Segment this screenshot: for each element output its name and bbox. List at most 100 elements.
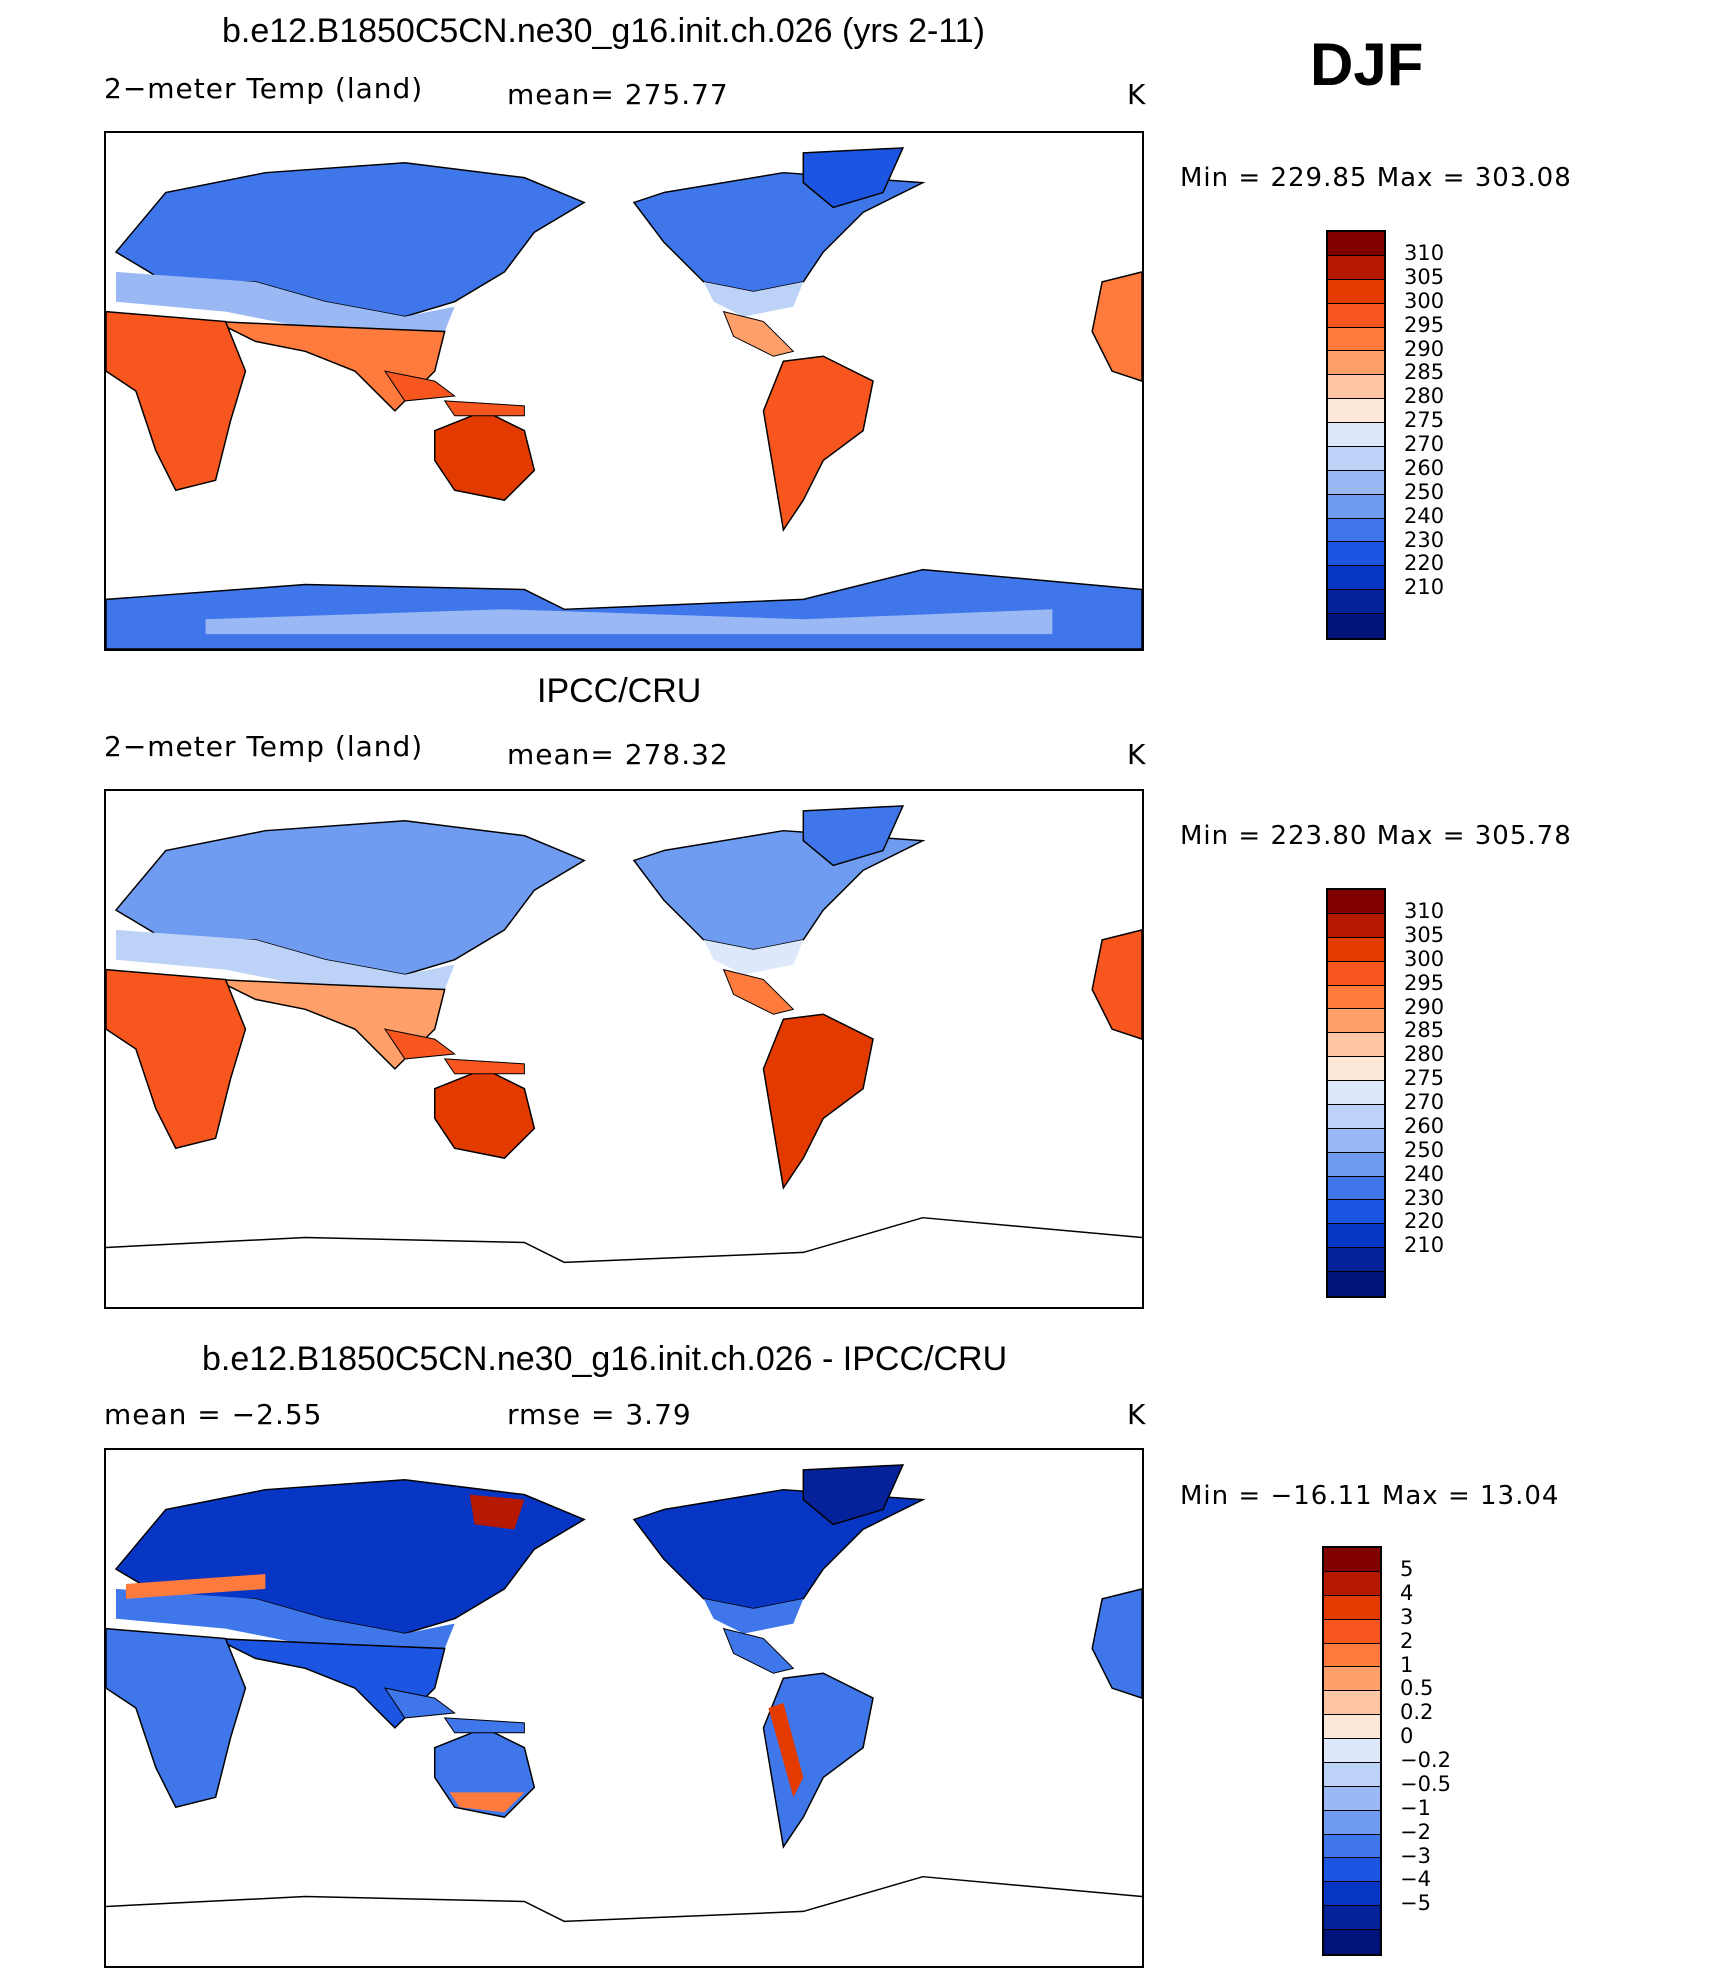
south-america-land [762, 355, 874, 532]
africa-west-edge [1091, 271, 1142, 382]
africa-land [106, 310, 247, 492]
colorbar-tick-label: −1 [1400, 1795, 1431, 1820]
colorbar-segment [1328, 566, 1384, 591]
colorbar-ticks-diff: 5 4 3 2 1 0.5 0.2 0 −0.2 −0.5 −1 −2 −3 −4 −5 [1400, 1559, 1451, 1917]
colorbar-segment [1328, 614, 1384, 638]
colorbar-segment [1328, 985, 1384, 1010]
colorbar-segment [1328, 1104, 1384, 1129]
colorbar-segment [1324, 1762, 1380, 1787]
greenland-land [802, 1464, 905, 1526]
map-model-svg [106, 147, 1142, 649]
colorbar-tick-label: −4 [1400, 1867, 1431, 1892]
africa-land [106, 968, 247, 1150]
greenland-land [802, 147, 905, 209]
colorbar-segment [1328, 1200, 1384, 1225]
colorbar-segment [1324, 1619, 1380, 1644]
eurasia-mid [115, 929, 455, 990]
colorbar-segment [1328, 375, 1384, 400]
colorbar-tick-label: 0.5 [1400, 1676, 1434, 1701]
colorbar-tick-label: 290 [1404, 336, 1445, 361]
minmax-diff: Min = −16.11 Max = 13.04 [1180, 1481, 1560, 1511]
map-obs-svg [106, 805, 1142, 1264]
africa-west-edge [1091, 1588, 1142, 1699]
colorbar-tick-label: 250 [1404, 479, 1445, 504]
colorbar-segment [1324, 1691, 1380, 1716]
colorbar-tick-label: 220 [1404, 551, 1445, 576]
colorbar-segment [1328, 1057, 1384, 1081]
rmse-label-diff: rmse = 3.79 [507, 1398, 692, 1431]
colorbar-tick-label: 230 [1404, 527, 1445, 552]
colorbar-tick-label: −5 [1400, 1891, 1431, 1916]
colorbar-tick-label: 220 [1404, 1209, 1445, 1234]
mean-label-obs: mean= 278.32 [507, 738, 729, 771]
colorbar-segment [1328, 470, 1384, 495]
map-obs [104, 789, 1144, 1309]
colorbar-tick-label: −0.2 [1400, 1748, 1451, 1772]
variable-label-obs: 2−meter Temp (land) [104, 730, 424, 763]
central-america [722, 968, 795, 1015]
colorbar-tick-label: 240 [1404, 503, 1445, 528]
africa-land [106, 1627, 247, 1809]
colorbar-tick-label: 270 [1404, 432, 1445, 456]
colorbar-tick-label: 260 [1404, 455, 1445, 480]
colorbar-tick-label: −2 [1400, 1819, 1431, 1844]
central-america [722, 310, 795, 357]
north-america-south [703, 281, 804, 317]
colorbar-segment [1324, 1930, 1380, 1954]
colorbar-tick-label: 5 [1400, 1557, 1414, 1581]
colorbar-segment [1328, 1176, 1384, 1201]
antarctica-outline [106, 1875, 1142, 1923]
colorbar-tick-label: 295 [1404, 312, 1445, 337]
australia-land [433, 1068, 536, 1159]
indonesia-land [383, 370, 525, 417]
map-diff [104, 1448, 1144, 1968]
australia-land [433, 410, 536, 501]
colorbar-tick-label: 310 [1404, 241, 1445, 265]
colorbar-tick-label: 260 [1404, 1113, 1445, 1138]
colorbar-tick-label: 210 [1404, 575, 1445, 600]
colorbar-tick-label: 240 [1404, 1161, 1445, 1186]
europe-warm-strip [125, 1574, 266, 1599]
variable-label-model: 2−meter Temp (land) [104, 72, 424, 105]
colorbar-tick-label: 250 [1404, 1137, 1445, 1162]
season-label: DJF [1310, 31, 1424, 98]
colorbar-tick-label: 280 [1404, 384, 1445, 409]
andes-warm-strip [768, 1703, 804, 1798]
colorbar-segment [1328, 1152, 1384, 1177]
colorbar-tick-label: −0.5 [1400, 1771, 1451, 1796]
colorbar-segment [1324, 1715, 1380, 1739]
colorbar-segment [1328, 1224, 1384, 1249]
colorbar-tick-label: 280 [1404, 1042, 1445, 1067]
colorbar-segment [1328, 1248, 1384, 1272]
colorbar-tick-label: 0 [1400, 1724, 1414, 1749]
colorbar-tick-label: 210 [1404, 1233, 1445, 1258]
south-america-land [762, 1672, 874, 1849]
colorbar-segment [1324, 1739, 1380, 1763]
colorbar-segment [1328, 1081, 1384, 1105]
north-america-south [703, 1598, 804, 1634]
unit-label-diff: K [1127, 1398, 1147, 1431]
colorbar-tick-label: 305 [1404, 922, 1445, 947]
colorbar-ticks-obs: 310 305 300 295 290 285 280 275 270 260 250 240 230 2… [1404, 901, 1444, 1259]
mean-label-model: mean= 275.77 [507, 78, 729, 111]
colorbar-segment [1328, 494, 1384, 519]
colorbar-segment [1324, 1548, 1380, 1572]
colorbar-tick-label: 285 [1404, 1018, 1445, 1043]
eurasia-land [114, 1479, 586, 1635]
colorbar-segment [1328, 423, 1384, 447]
colorbar-segment [1328, 232, 1384, 256]
colorbar-segment [1328, 327, 1384, 352]
unit-label-model: K [1127, 78, 1147, 111]
colorbar-segment [1328, 1272, 1384, 1296]
colorbar-segment [1324, 1786, 1380, 1811]
colorbar-segment [1328, 1009, 1384, 1034]
colorbar-segment [1324, 1834, 1380, 1859]
colorbar-tick-label: 285 [1404, 360, 1445, 385]
colorbar-segment [1328, 399, 1384, 423]
minmax-obs: Min = 223.80 Max = 305.78 [1180, 821, 1572, 851]
colorbar-tick-label: 300 [1404, 288, 1445, 313]
asia-south [215, 978, 446, 1070]
colorbar-segment [1324, 1882, 1380, 1907]
indonesia-land [383, 1028, 525, 1075]
panel-title-obs: IPCC/CRU [537, 672, 702, 710]
